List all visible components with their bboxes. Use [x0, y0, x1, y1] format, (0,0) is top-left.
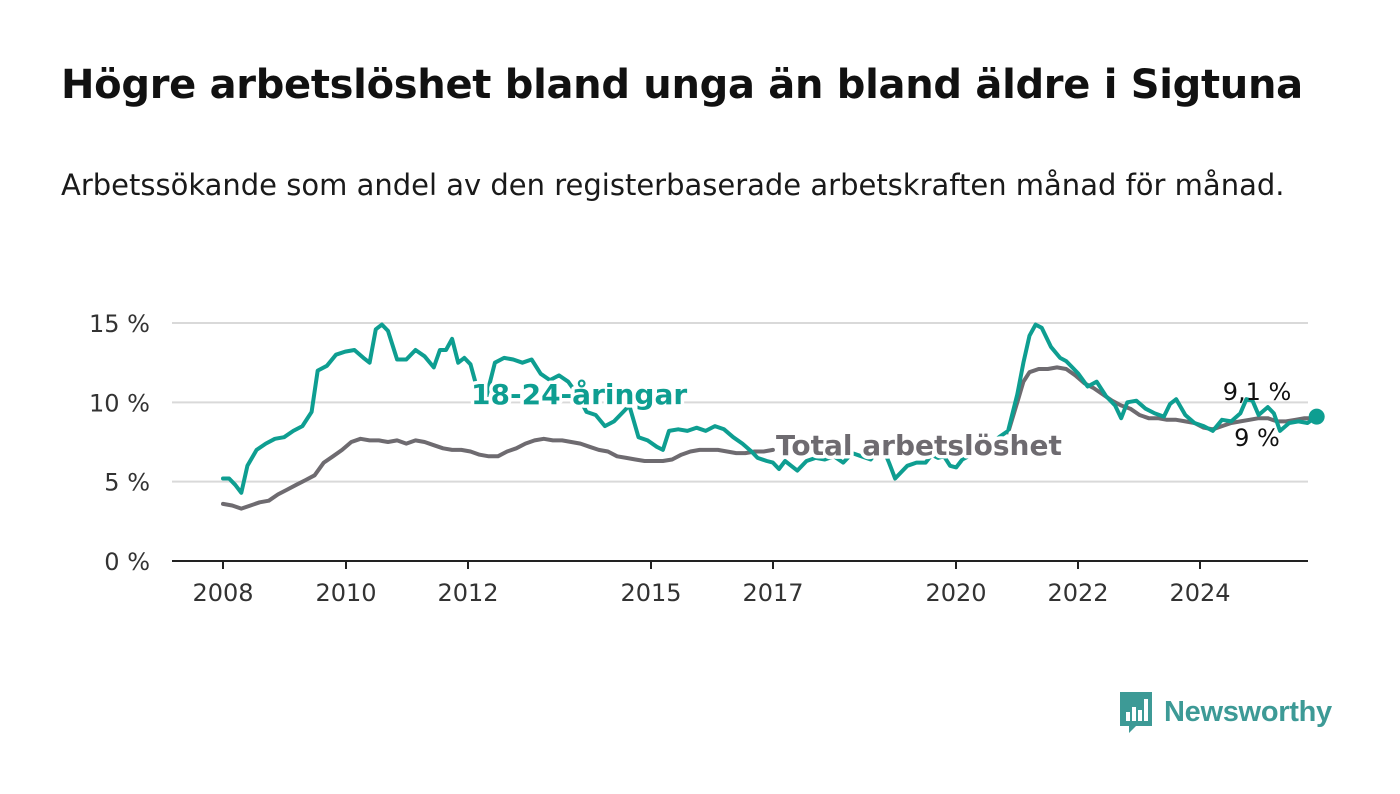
x-tick-label: 2015	[620, 579, 681, 607]
x-tick-label: 2012	[437, 579, 498, 607]
x-tick-label: 2020	[925, 579, 986, 607]
series-labels: 18-24-åringar Total arbetslöshet 9,1 % 9 %	[468, 375, 1292, 466]
x-tick-label: 2022	[1047, 579, 1108, 607]
x-tick-label: 2010	[315, 579, 376, 607]
x-tick-label: 2008	[192, 579, 253, 607]
end-value-label-total: 9 %	[1234, 424, 1280, 452]
brand-name: Newsworthy	[1164, 695, 1332, 728]
y-tick-label: 10 %	[89, 389, 150, 417]
newsworthy-logo-icon	[1120, 692, 1152, 733]
series-label-youth: 18-24-åringar	[471, 378, 687, 411]
newsworthy-logo: Newsworthy	[1118, 690, 1332, 734]
x-tick-label: 2024	[1169, 579, 1230, 607]
series-end-marker	[1308, 408, 1325, 425]
series-line-total-recent	[1006, 365, 1319, 435]
y-tick-label: 15 %	[89, 310, 150, 338]
end-value-label-youth: 9,1 %	[1223, 378, 1292, 406]
chart-title: Högre arbetslöshet bland unga än bland ä…	[61, 62, 1303, 108]
x-tick-label: 2017	[742, 579, 803, 607]
y-axis-tick-labels: 0 % 5 % 10 % 15 %	[89, 310, 150, 576]
x-axis: 2008 2010 2012 2015 2017 2020 2022 2024	[172, 560, 1308, 607]
series-lines	[221, 322, 1325, 511]
series-line-total	[221, 436, 775, 511]
y-tick-label: 5 %	[104, 469, 150, 497]
series-line-youth	[221, 322, 1319, 495]
chart-subtitle: Arbetssökande som andel av den registerb…	[61, 168, 1285, 202]
series-label-total: Total arbetslöshet	[776, 429, 1062, 462]
y-tick-label: 0 %	[104, 548, 150, 576]
